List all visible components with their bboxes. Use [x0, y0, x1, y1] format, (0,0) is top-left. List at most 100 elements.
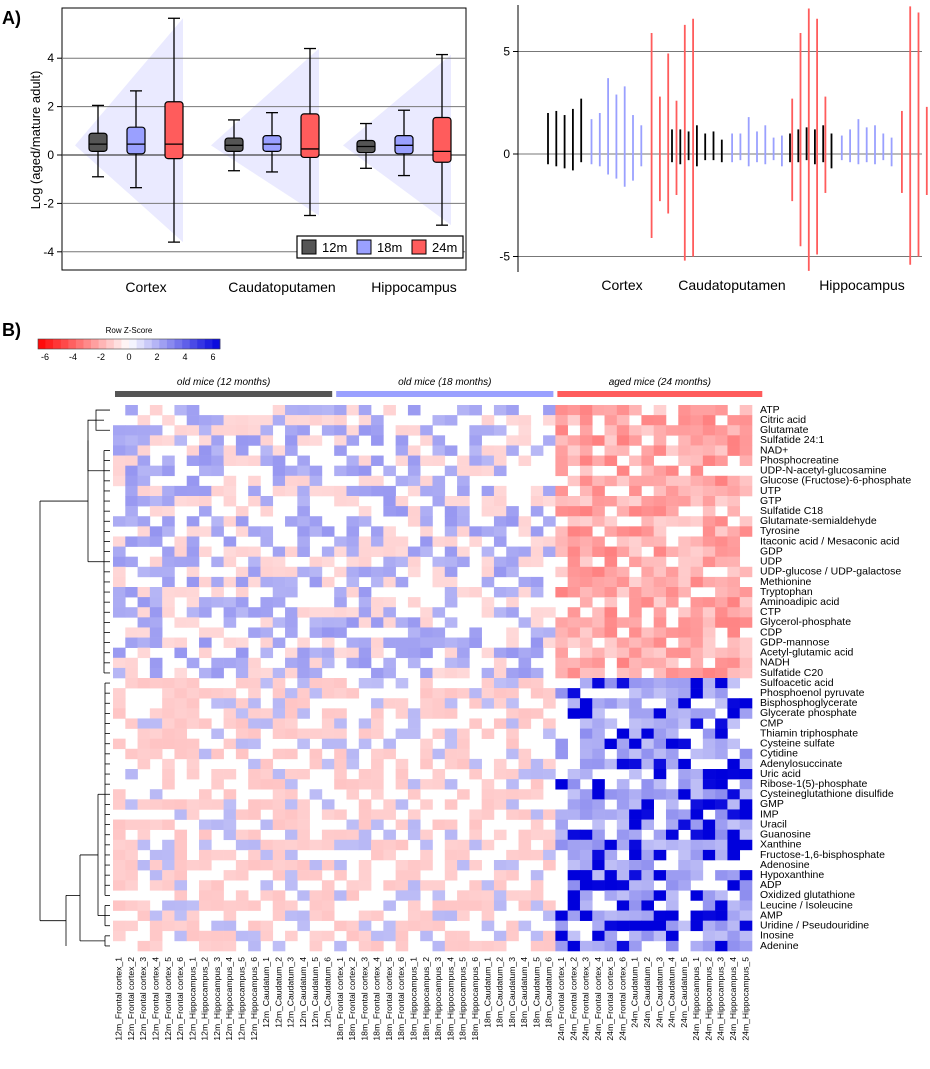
heatmap-cell — [432, 445, 446, 456]
heatmap-cell — [174, 425, 188, 436]
heatmap-cell — [727, 566, 741, 578]
heatmap-panel: B) Row Z-Score-6 -4 -2 0 2 4 6 old mice (12 mo… — [2, 320, 911, 1041]
heatmap-row-label: CTP — [760, 606, 781, 618]
heatmap-cell — [555, 920, 568, 932]
heatmap-cell — [444, 839, 458, 851]
heatmap-cell — [567, 556, 581, 568]
heatmap-cell — [653, 496, 667, 507]
heatmap-cell — [555, 748, 568, 760]
heatmap-cell — [186, 809, 200, 820]
heatmap-cell — [592, 607, 605, 618]
heatmap-cell — [715, 849, 728, 861]
heatmap-cell — [358, 930, 372, 942]
color-key-swatch — [83, 339, 92, 349]
heatmap-cell — [444, 647, 458, 659]
heatmap-cell — [690, 516, 704, 527]
heatmap-cell — [579, 445, 593, 456]
heatmap-cell — [162, 678, 175, 689]
heatmap-cell — [616, 415, 630, 426]
heatmap-cell — [199, 819, 212, 830]
heatmap-cell — [125, 657, 138, 669]
heatmap-cell — [383, 748, 396, 760]
heatmap-column-label: 12m_Caudatum_3 — [286, 957, 296, 1028]
heatmap-cell — [493, 455, 507, 466]
legend-swatch — [411, 239, 427, 255]
heatmap-cell — [174, 930, 188, 942]
heatmap-cell — [653, 415, 667, 426]
heatmap-cell — [579, 516, 593, 527]
heatmap-cell — [113, 799, 126, 810]
heatmap-cell — [653, 607, 667, 618]
heatmap-cell — [174, 890, 188, 901]
heatmap-cell — [555, 546, 568, 557]
heatmap-cell — [248, 930, 261, 942]
heatmap-cell — [235, 900, 249, 911]
heatmap-cell — [309, 566, 323, 578]
heatmap-row-label: Tyrosine — [760, 525, 800, 537]
heatmap-cell — [395, 728, 409, 739]
heatmap-cell — [297, 860, 310, 871]
heatmap-cell — [334, 769, 347, 780]
heatmap-cell — [432, 688, 446, 699]
color-key-swatch — [113, 339, 122, 349]
heatmap-cell — [629, 576, 642, 588]
heatmap-cell — [530, 688, 544, 699]
heatmap-cell — [641, 920, 654, 932]
heatmap-cell — [579, 465, 593, 477]
heatmap-cell — [297, 890, 310, 901]
heatmap-cell — [309, 789, 323, 800]
heatmap-cell — [321, 627, 335, 638]
heatmap-cell — [579, 546, 593, 557]
heatmap-cell — [223, 415, 237, 426]
heatmap-cell — [125, 627, 138, 638]
heatmap-cell — [616, 617, 630, 628]
heatmap-cell — [727, 708, 741, 719]
heatmap-cell — [629, 698, 642, 709]
heatmap-cell — [358, 536, 372, 547]
heatmap-cell — [457, 506, 470, 517]
heatmap-cell — [665, 728, 679, 739]
heatmap-cell — [334, 718, 347, 729]
heatmap-cell — [715, 748, 728, 760]
heatmap-cell — [739, 526, 753, 537]
heatmap-cell — [321, 738, 335, 750]
heatmap-cell — [604, 405, 618, 416]
heatmap-cell — [604, 849, 618, 861]
heatmap-cell — [248, 435, 261, 446]
heatmap-cell — [285, 930, 298, 942]
heatmap-cell — [530, 880, 544, 891]
heatmap-cell — [309, 678, 323, 689]
heatmap-cell — [186, 860, 200, 871]
heatmap-cell — [641, 536, 654, 547]
heatmap-cell — [211, 435, 224, 446]
heatmap-cell — [592, 799, 605, 810]
heatmap-row-label: Oxidized glutathione — [760, 889, 855, 901]
heatmap-cell — [297, 688, 310, 699]
heatmap-row-label: Phosphoenol pyruvate — [760, 687, 865, 699]
heatmap-cell — [420, 748, 433, 760]
heatmap-cell — [653, 758, 667, 770]
heatmap-cell — [346, 637, 360, 648]
heatmap-cell — [493, 930, 507, 942]
heatmap-cell — [358, 455, 372, 466]
heatmap-cell — [248, 900, 261, 911]
heatmap-column-label: 18m_Caudatum_2 — [495, 957, 505, 1028]
color-key-tick-label: 4 — [182, 352, 187, 362]
heatmap-cell — [125, 748, 138, 760]
heatmap-cell — [739, 708, 753, 719]
heatmap-cell — [715, 728, 728, 739]
heatmap-cell — [260, 576, 274, 588]
heatmap-cell — [432, 748, 446, 760]
heatmap-cell — [530, 758, 544, 770]
heatmap-cell — [493, 880, 507, 891]
heatmap-cell — [186, 566, 200, 578]
heatmap-cell — [665, 870, 679, 881]
heatmap-cell — [297, 657, 310, 669]
heatmap-cell — [395, 425, 409, 436]
heatmap-cell — [149, 405, 163, 416]
heatmap-cell — [407, 465, 421, 477]
heatmap-cell — [469, 809, 482, 820]
heatmap-cell — [260, 708, 274, 719]
heatmap-cell — [211, 576, 224, 588]
heatmap-cell — [579, 506, 593, 517]
